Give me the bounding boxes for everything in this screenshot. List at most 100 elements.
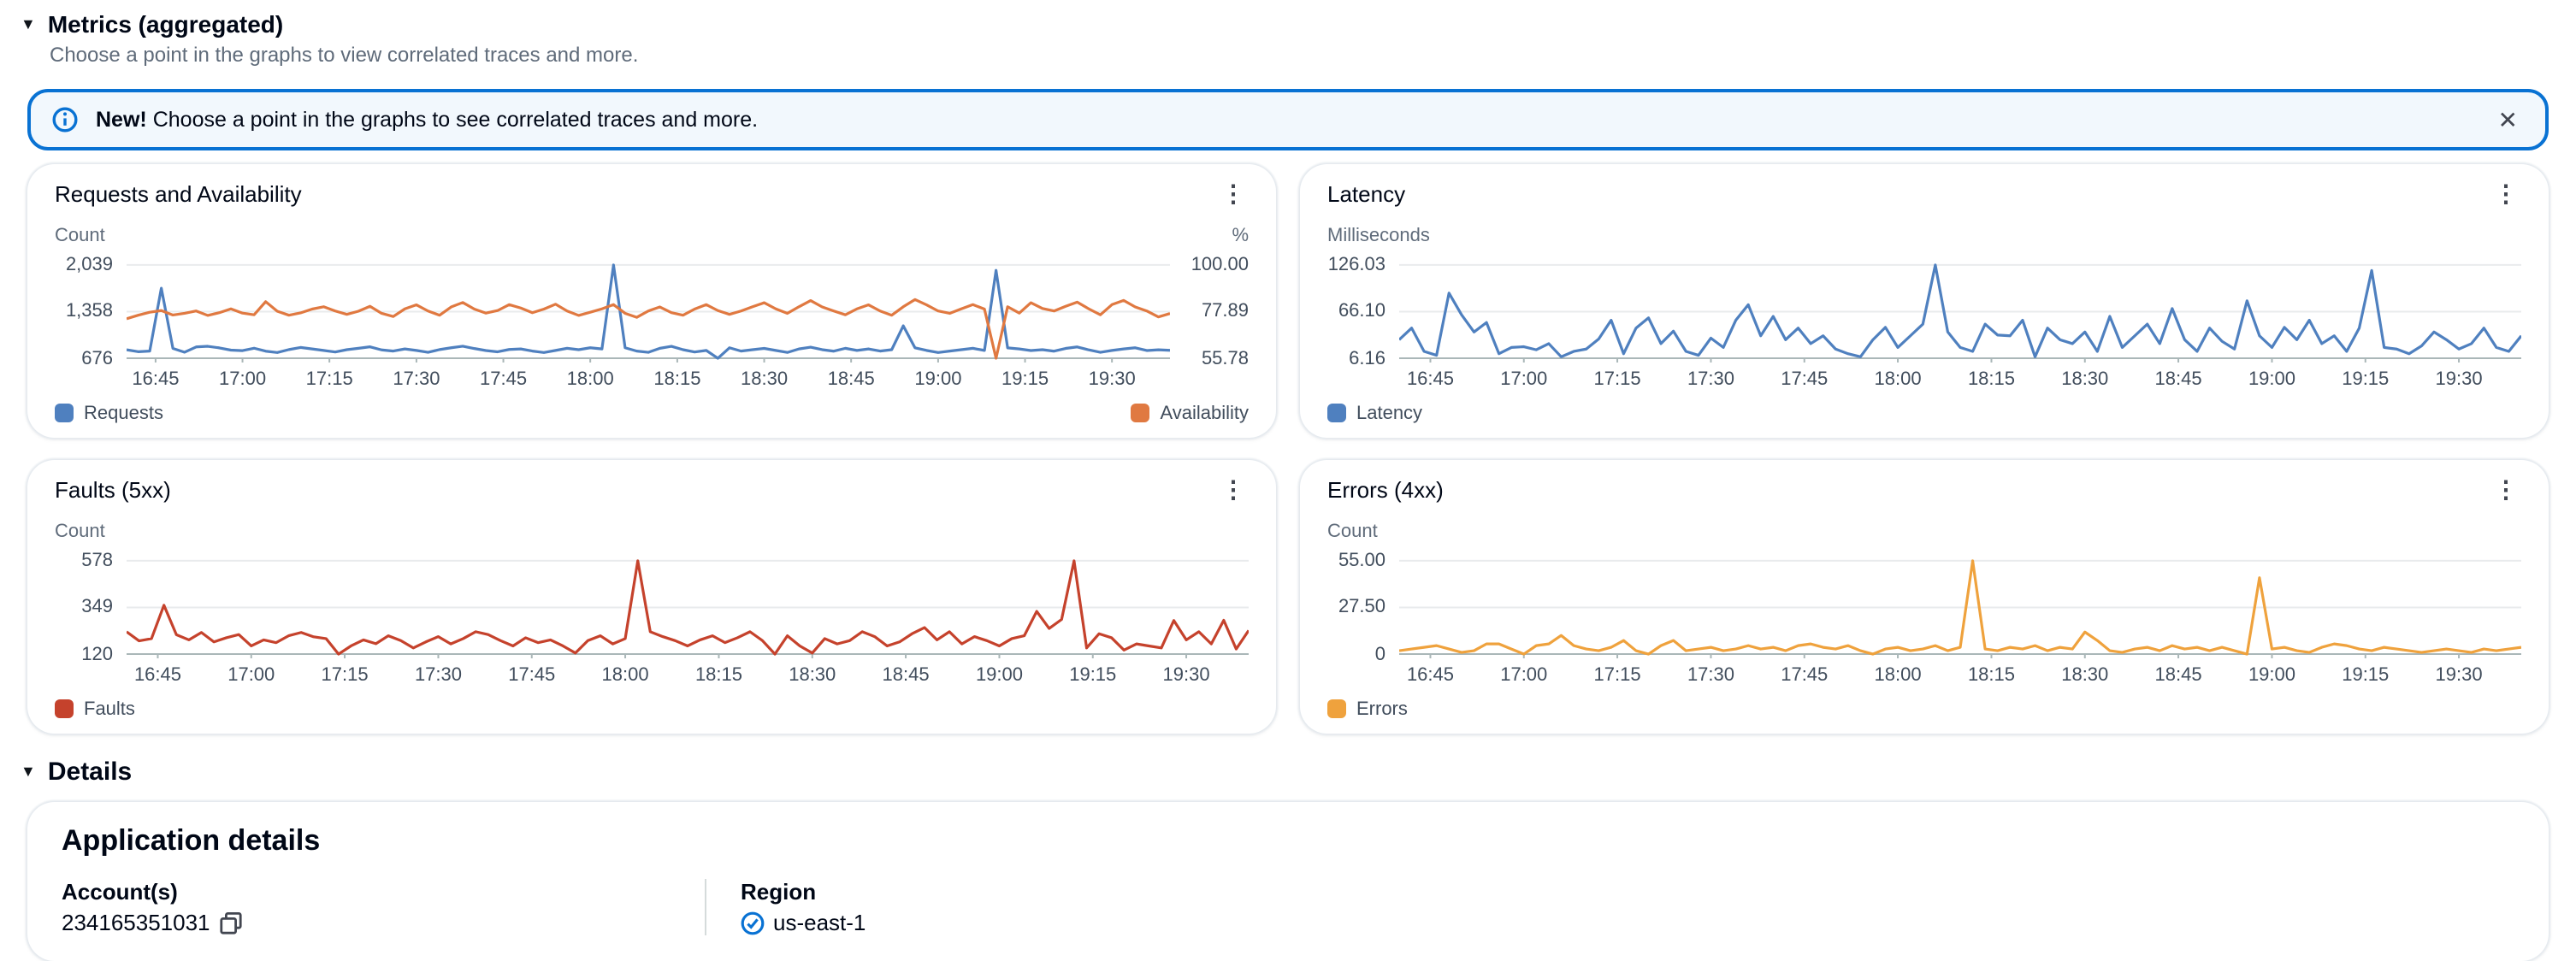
y-tick-label: 2,039 (65, 254, 113, 275)
x-tick-label: 17:00 (219, 369, 267, 390)
region-column: Region us-east-1 (705, 879, 866, 935)
errors-chart[interactable]: 16:45 17:00 17:15 17:30 17:45 18:00 18:15 18:30… (1399, 552, 2521, 686)
y-axis-left: 55.00 27.50 0 (1327, 550, 1399, 664)
x-tick-label: 18:00 (566, 369, 614, 390)
info-icon (51, 106, 79, 133)
x-tick-label: 19:15 (1001, 369, 1049, 390)
x-tick-label: 18:45 (2154, 665, 2202, 686)
x-tick-label: 19:30 (2435, 665, 2483, 686)
legend-faults[interactable]: Faults (55, 699, 135, 719)
requests-availability-chart[interactable]: 16:45 17:00 17:15 17:30 17:45 18:00 18:15 18:30… (127, 256, 1170, 390)
legend-color-chip (55, 699, 74, 718)
y-tick-label: 55.00 (1338, 550, 1385, 571)
x-tick-label: 16:45 (1406, 369, 1454, 390)
y-tick-label: 1,358 (65, 301, 113, 322)
banner-text: New! Choose a point in the graphs to see… (96, 108, 2474, 132)
x-axis-labels: 16:45 17:00 17:15 17:30 17:45 18:00 18:15 18:30… (127, 665, 1249, 687)
y-tick-label: 66.10 (1338, 301, 1385, 322)
x-tick-label: 17:15 (305, 369, 353, 390)
y-axis-left: 578 349 120 (55, 550, 127, 664)
x-tick-label: 17:45 (1781, 369, 1829, 390)
legend-availability[interactable]: Availability (1131, 403, 1249, 423)
chart-title: Errors (4xx) (1327, 477, 1444, 503)
x-tick-label: 17:45 (508, 665, 556, 686)
x-tick-label: 18:30 (741, 369, 789, 390)
x-tick-label: 18:15 (694, 665, 742, 686)
x-tick-label: 18:15 (653, 369, 701, 390)
y-tick-label: 120 (81, 644, 113, 665)
x-tick-label: 19:15 (1069, 665, 1117, 686)
accounts-column: Account(s) 234165351031 (62, 879, 705, 935)
x-tick-label: 17:00 (227, 665, 275, 686)
x-tick-label: 17:30 (1687, 369, 1734, 390)
x-tick-label: 19:15 (2342, 369, 2390, 390)
x-axis-labels: 16:45 17:00 17:15 17:30 17:45 18:00 18:15 18:30… (1399, 369, 2521, 392)
line-chart-svg (1399, 256, 2521, 363)
region-label: Region (741, 879, 817, 905)
details-section-title: Details (47, 758, 133, 787)
y-axis-left: 2,039 1,358 676 (55, 254, 127, 368)
x-tick-label: 19:30 (1088, 369, 1136, 390)
legend-errors[interactable]: Errors (1327, 699, 1408, 719)
x-tick-label: 16:45 (132, 369, 180, 390)
x-tick-label: 18:45 (2154, 369, 2202, 390)
y-tick-label: 27.50 (1338, 597, 1385, 618)
chart-menu-button[interactable]: ⋮ (2490, 181, 2521, 205)
x-tick-label: 17:45 (480, 369, 528, 390)
x-tick-label: 17:00 (1500, 665, 1548, 686)
accounts-value: 234165351031 (62, 910, 210, 935)
copy-icon[interactable] (219, 911, 243, 934)
legend-color-chip (55, 404, 74, 422)
details-section-toggle[interactable]: ▼ Details (21, 758, 2549, 787)
line-chart-svg (127, 552, 1249, 658)
chart-title: Requests and Availability (55, 181, 302, 207)
caret-down-icon: ▼ (21, 763, 36, 780)
legend-latency[interactable]: Latency (1327, 403, 1422, 423)
y-axis-unit-left: Count (55, 226, 105, 246)
latency-chart[interactable]: 16:45 17:00 17:15 17:30 17:45 18:00 18:15 18:30… (1399, 256, 2521, 390)
x-tick-label: 18:00 (1874, 665, 1922, 686)
banner-close-button[interactable]: ✕ (2491, 104, 2525, 135)
y-tick-label: 126.03 (1327, 254, 1385, 275)
legend-color-chip (1131, 404, 1150, 422)
y-tick-label: 77.89 (1201, 301, 1249, 322)
chart-menu-button[interactable]: ⋮ (1218, 181, 1249, 205)
x-tick-label: 17:15 (1593, 665, 1641, 686)
y-axis-unit-left: Count (55, 522, 105, 542)
legend-color-chip (1327, 404, 1346, 422)
chart-card-requests-availability: Requests and Availability ⋮ Count % 2,03… (27, 164, 1276, 438)
x-tick-label: 19:30 (2435, 369, 2483, 390)
x-tick-label: 19:30 (1162, 665, 1210, 686)
x-tick-label: 19:00 (914, 369, 962, 390)
chart-card-faults: Faults (5xx) ⋮ Count 578 349 120 16:45 17… (27, 460, 1276, 734)
y-tick-label: 676 (81, 348, 113, 369)
details-section-header: ▼ Details (21, 758, 2549, 787)
metrics-section-toggle[interactable]: ▼ Metrics (aggregated) (21, 10, 2549, 38)
x-tick-label: 18:30 (2061, 665, 2109, 686)
y-tick-label: 100.00 (1191, 254, 1249, 275)
banner-badge: New! (96, 108, 147, 132)
faults-chart[interactable]: 16:45 17:00 17:15 17:30 17:45 18:00 18:15 18:30… (127, 552, 1249, 686)
legend-requests[interactable]: Requests (55, 403, 163, 423)
x-tick-label: 18:45 (827, 369, 875, 390)
x-tick-label: 16:45 (133, 665, 181, 686)
metrics-section-subtitle: Choose a point in the graphs to view cor… (50, 43, 639, 67)
chart-card-latency: Latency ⋮ Milliseconds 126.03 66.10 6.16… (1300, 164, 2549, 438)
y-axis-unit-right: % (1232, 226, 1249, 246)
application-details-title: Application details (62, 824, 321, 857)
y-tick-label: 578 (81, 550, 113, 571)
line-chart-svg (127, 256, 1170, 363)
x-tick-label: 19:00 (975, 665, 1023, 686)
chart-card-errors: Errors (4xx) ⋮ Count 55.00 27.50 0 16:45… (1300, 460, 2549, 734)
legend-color-chip (1327, 699, 1346, 718)
charts-grid: Requests and Availability ⋮ Count % 2,03… (27, 164, 2549, 734)
metrics-section-header: ▼ Metrics (aggregated) Choose a point in… (21, 10, 2549, 67)
application-details-card: Application details Account(s) 234165351… (27, 802, 2549, 961)
chart-menu-button[interactable]: ⋮ (1218, 477, 1249, 501)
y-tick-label: 55.78 (1201, 348, 1249, 369)
y-tick-label: 349 (81, 597, 113, 618)
accounts-label: Account(s) (62, 879, 178, 905)
x-tick-label: 18:00 (601, 665, 649, 686)
y-axis-left: 126.03 66.10 6.16 (1327, 254, 1399, 368)
chart-menu-button[interactable]: ⋮ (2490, 477, 2521, 501)
